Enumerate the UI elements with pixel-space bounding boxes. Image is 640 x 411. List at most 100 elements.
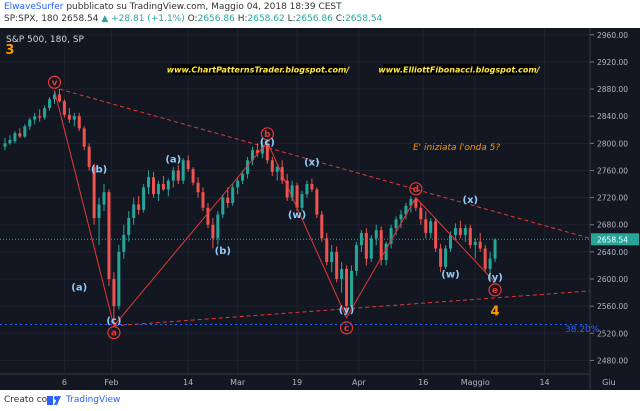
candle-body	[394, 219, 398, 229]
candle-body	[483, 248, 487, 269]
candle-body	[305, 184, 309, 195]
price-axis[interactable]	[590, 28, 640, 390]
publish-line: ElwaveSurfer pubblicato su TradingView.c…	[4, 2, 342, 12]
created-with-text: Creato con	[4, 395, 53, 405]
open-label: O:	[187, 14, 198, 24]
candle-body	[92, 167, 96, 218]
y-tick-label: 2600.00	[597, 275, 628, 284]
candle-body	[255, 150, 259, 154]
candle-body	[270, 160, 274, 172]
candle-body	[374, 230, 378, 239]
wave-circle-marker	[47, 75, 62, 89]
candle-body	[241, 173, 245, 181]
elliott-wave-path	[54, 90, 496, 327]
last-price-text: 2658.54	[61, 14, 99, 24]
candle-body	[236, 180, 240, 188]
candle-body	[424, 219, 428, 233]
candle-body	[231, 187, 235, 204]
wave-circle-label: c	[344, 324, 349, 334]
candle-body	[350, 270, 353, 307]
x-tick-label: Maggio	[461, 378, 490, 387]
wave-label: (a)	[71, 283, 87, 294]
candle-body	[53, 94, 56, 100]
wave-label: (x)	[304, 158, 320, 169]
wave-circle-label: d	[413, 185, 419, 195]
link-box-1	[172, 64, 344, 75]
candle-body	[206, 207, 210, 225]
candle-body	[191, 169, 195, 183]
wave-label: 4	[491, 305, 500, 320]
x-tick-label: 16	[418, 378, 428, 387]
y-tick-label: 2560.00	[597, 302, 628, 311]
wave-circle-label: e	[492, 286, 498, 296]
x-tick-label: 14	[539, 378, 549, 387]
candle-body	[152, 177, 155, 195]
candlestick-chart[interactable]: v a b c d e 3 (b) (a) (c) (a) (b) (c) (x) (w) (y) (x) (w)…	[0, 28, 640, 390]
author-link[interactable]: ElwaveSurfer	[4, 2, 64, 12]
resistance-trendline	[59, 88, 614, 246]
wave-label: (b)	[215, 246, 231, 257]
open-value: 2656.86	[197, 14, 235, 24]
candle-body	[132, 204, 136, 218]
link-elliottfibonacci[interactable]: www.ElliottFibonacci.blogspot.com/	[378, 66, 540, 75]
candle-body	[171, 170, 175, 181]
close-label: C:	[335, 14, 346, 24]
candle-body	[147, 177, 151, 188]
candle-body	[359, 232, 363, 246]
candle-body	[453, 228, 457, 235]
wave-label: (y)	[339, 305, 355, 316]
candle-body	[468, 228, 472, 246]
candle-body	[176, 170, 180, 181]
wave-circle-marker	[107, 326, 121, 340]
last-price-label: 2658.54	[597, 235, 628, 244]
candle-body	[389, 228, 393, 244]
candle-body	[127, 217, 131, 235]
wave-circle-label: v	[52, 78, 58, 88]
candle-body	[285, 180, 289, 198]
candle-body	[409, 198, 413, 206]
candle-body	[493, 239, 497, 259]
candle-body	[33, 116, 37, 120]
wave-label: (c)	[106, 316, 121, 327]
candle-body	[434, 221, 438, 249]
candle-body	[8, 139, 12, 144]
candle-body	[62, 101, 66, 115]
candle-body	[295, 185, 299, 208]
link-box-2	[383, 64, 535, 75]
y-tick-label: 2680.00	[597, 221, 628, 230]
link-chartpatterns[interactable]: www.ChartPatternsTrader.blogspot.com/	[167, 66, 351, 75]
candle-body	[117, 251, 121, 307]
close-value: 2658.54	[345, 14, 383, 24]
y-tick-label: 2720.00	[597, 194, 628, 203]
candle-body	[221, 197, 225, 215]
wave-label: (c)	[260, 137, 275, 148]
y-tick-label: 2800.00	[597, 139, 628, 148]
candle-body	[379, 230, 383, 261]
candle-body	[320, 214, 324, 239]
y-tick-label: 2920.00	[597, 58, 628, 67]
candle-body	[414, 198, 418, 208]
candle-body	[300, 194, 304, 208]
x-tick-label: Apr	[352, 378, 367, 387]
candle-body	[43, 108, 47, 118]
x-tick-label: Giu	[602, 378, 616, 387]
wave-label: (w)	[441, 270, 459, 281]
candle-body	[18, 133, 22, 137]
candle-body	[369, 238, 373, 259]
wave-label: (a)	[165, 154, 181, 165]
tradingview-brand[interactable]: TradingView	[66, 395, 121, 405]
candle-body	[112, 279, 116, 307]
fib-level-label: 38.20%	[565, 325, 600, 335]
candle-body	[439, 248, 443, 267]
symbol: SP:SPX, 180	[4, 14, 59, 24]
wave-circle-label: b	[264, 130, 271, 140]
change-text: ▲ +28.81 (+1.1%)	[101, 14, 185, 24]
candle-body	[260, 145, 264, 154]
candle-body	[265, 145, 269, 161]
footer: Creato con TradingView	[0, 390, 640, 411]
candle-body	[82, 128, 86, 147]
candle-body	[216, 214, 220, 239]
candle-body	[211, 224, 215, 239]
y-tick-label: 2960.00	[597, 31, 628, 40]
candle-body	[201, 192, 205, 208]
